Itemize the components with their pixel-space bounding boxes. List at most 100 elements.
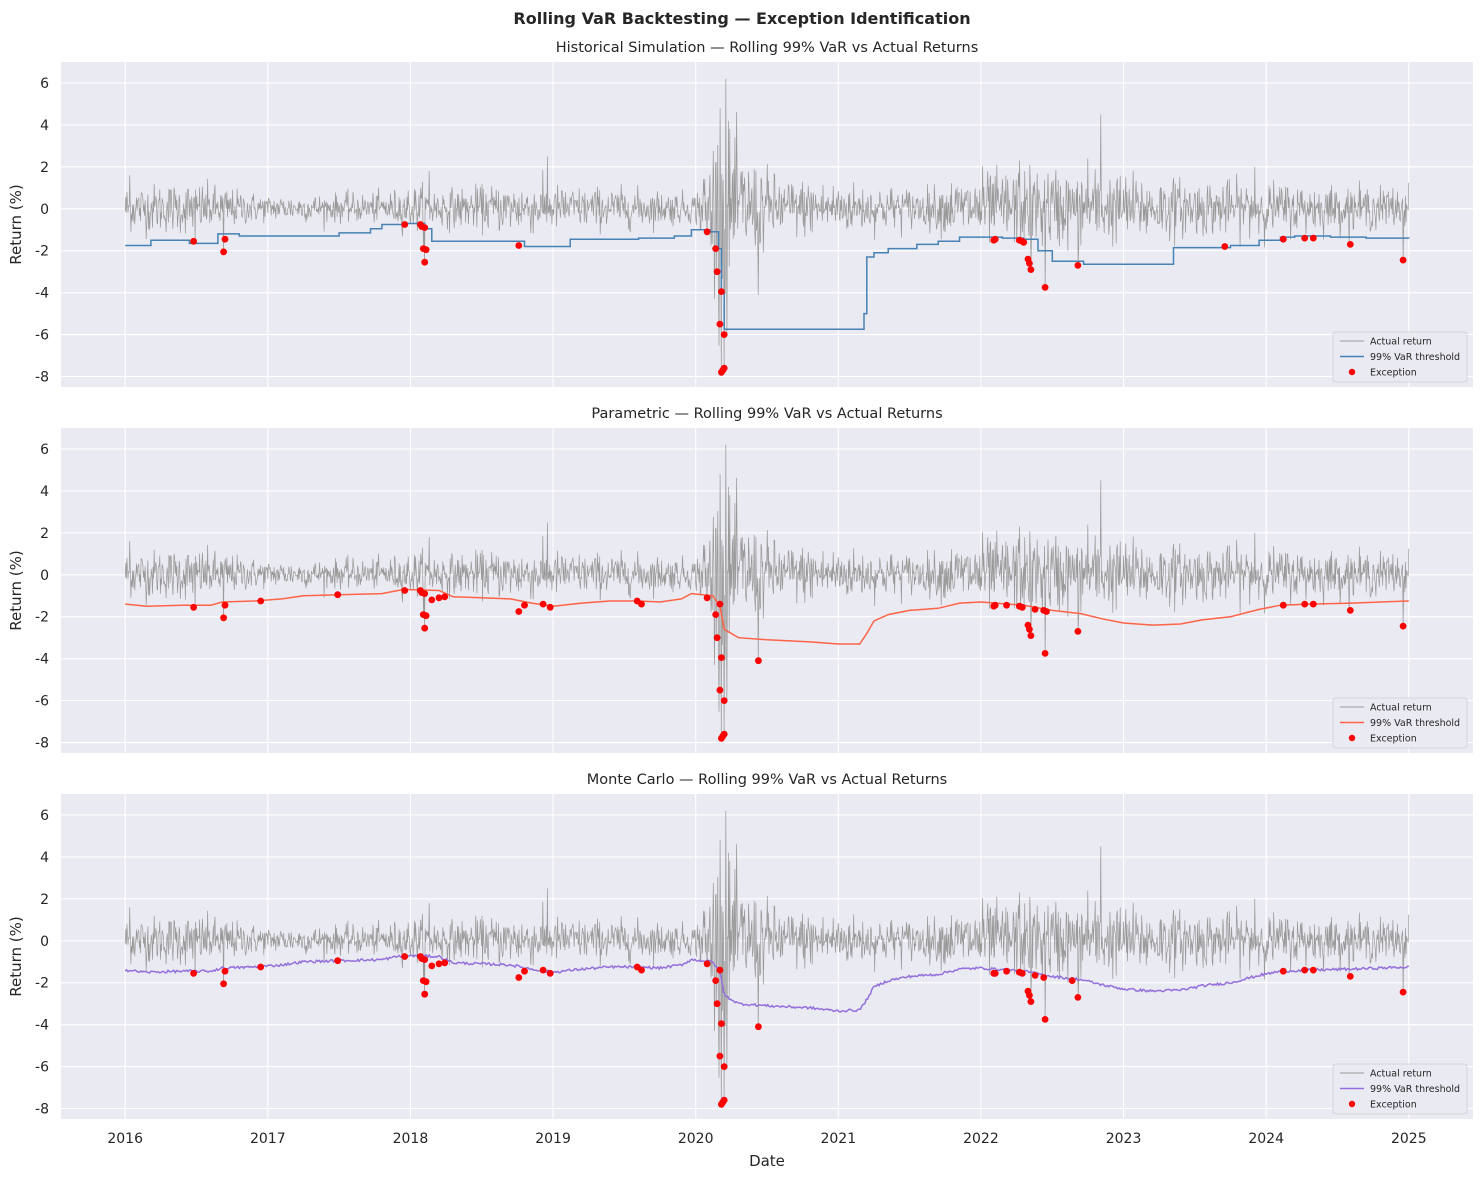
exception-point bbox=[720, 1063, 728, 1070]
y-tick-label: 2 bbox=[40, 892, 49, 908]
legend-exception-label: Exception bbox=[1370, 734, 1417, 745]
exception-point bbox=[720, 730, 728, 738]
exception-point bbox=[1279, 967, 1287, 975]
exception-point bbox=[991, 601, 999, 609]
x-tick-label: 2017 bbox=[250, 1131, 286, 1147]
exception-point bbox=[1003, 967, 1010, 975]
plot-area-parametric bbox=[61, 428, 1473, 753]
exception-point bbox=[712, 977, 720, 984]
x-tick-label: 2019 bbox=[535, 1131, 571, 1147]
legend-parametric: Actual return 99% VaR threshold Exceptio… bbox=[1332, 697, 1468, 749]
exception-point bbox=[716, 966, 724, 974]
exception-point bbox=[755, 1023, 762, 1031]
exception-point bbox=[1026, 625, 1033, 633]
exception-point bbox=[712, 245, 720, 253]
exception-point bbox=[1279, 601, 1287, 609]
legend-box bbox=[1332, 331, 1468, 383]
exception-point bbox=[718, 1020, 725, 1027]
exception-point bbox=[716, 320, 724, 328]
y-tick-label: 0 bbox=[40, 202, 49, 218]
legend-box bbox=[1332, 1063, 1468, 1115]
legend-var-label: 99% VaR threshold bbox=[1370, 718, 1460, 729]
legend-var-label: 99% VaR threshold bbox=[1370, 352, 1460, 363]
x-tick-label: 2022 bbox=[963, 1131, 999, 1147]
actual-return-path bbox=[124, 444, 1410, 739]
grid-historical bbox=[61, 62, 1473, 387]
y-tick-label: -8 bbox=[35, 370, 49, 386]
y-tick-label: 0 bbox=[40, 568, 49, 584]
exception-point bbox=[401, 221, 409, 228]
exception-point bbox=[546, 603, 554, 611]
panel-montecarlo: Monte Carlo — Rolling 99% VaR vs Actual … bbox=[7, 772, 1473, 1147]
actual-returns-line-historical bbox=[124, 78, 1410, 373]
exception-point bbox=[713, 268, 721, 276]
exception-point bbox=[421, 224, 429, 232]
exception-point bbox=[515, 974, 523, 981]
exception-point bbox=[720, 331, 728, 338]
exception-point bbox=[1027, 998, 1035, 1005]
exception-point bbox=[1003, 601, 1010, 609]
exception-point bbox=[1309, 234, 1317, 242]
exception-point bbox=[220, 614, 228, 622]
var-threshold-path bbox=[125, 588, 1409, 645]
legend-actual-label: Actual return bbox=[1370, 337, 1432, 348]
exception-point bbox=[638, 966, 645, 974]
x-tick-label: 2025 bbox=[1391, 1131, 1427, 1147]
exception-point bbox=[1027, 632, 1035, 639]
panel-parametric: Parametric — Rolling 99% VaR vs Actual R… bbox=[7, 406, 1473, 753]
y-tick-label: 6 bbox=[40, 808, 49, 824]
y-tick-label: -6 bbox=[35, 1060, 49, 1076]
y-ticks-montecarlo: 6 4 2 0 -2 -4 -6 -8 bbox=[35, 808, 49, 1118]
exception-point bbox=[220, 248, 228, 256]
figure-suptitle: Rolling VaR Backtesting — Exception Iden… bbox=[513, 9, 970, 28]
exception-point bbox=[435, 960, 443, 968]
exception-point bbox=[1399, 256, 1407, 264]
y-tick-label: 0 bbox=[40, 934, 49, 950]
panel-title-parametric: Parametric — Rolling 99% VaR vs Actual R… bbox=[591, 406, 942, 422]
exception-point bbox=[1031, 606, 1039, 613]
exception-point bbox=[1074, 262, 1082, 269]
exception-point bbox=[1018, 603, 1026, 611]
y-tick-label: 4 bbox=[40, 118, 49, 134]
x-tick-label: 2020 bbox=[678, 1131, 714, 1147]
exception-point bbox=[720, 1096, 728, 1104]
exception-point bbox=[991, 969, 999, 977]
exception-point bbox=[334, 591, 342, 599]
exception-point bbox=[401, 587, 409, 594]
y-ticks-parametric: 6 4 2 0 -2 -4 -6 -8 bbox=[35, 442, 49, 752]
plot-area-montecarlo bbox=[61, 794, 1473, 1119]
exception-point bbox=[1041, 284, 1049, 291]
legend-actual-label: Actual return bbox=[1370, 703, 1432, 714]
exception-point bbox=[638, 600, 645, 608]
legend-exception-swatch bbox=[1348, 368, 1356, 376]
exception-point bbox=[718, 288, 725, 295]
x-tick-label: 2024 bbox=[1248, 1131, 1284, 1147]
actual-return-path bbox=[124, 810, 1410, 1105]
y-ticks-historical: 6 4 2 0 -2 -4 -6 -8 bbox=[35, 76, 49, 386]
actual-returns-line-parametric bbox=[124, 444, 1410, 739]
exception-point bbox=[1301, 966, 1309, 974]
exception-point bbox=[421, 956, 429, 963]
y-tick-label: -8 bbox=[35, 1102, 49, 1118]
var-threshold-path bbox=[125, 222, 1410, 331]
exception-point bbox=[991, 235, 999, 243]
panel-historical: Historical Simulation — Rolling 99% VaR … bbox=[7, 40, 1473, 387]
var-threshold-line-historical bbox=[125, 222, 1410, 331]
exceptions-historical bbox=[190, 221, 1407, 376]
exception-point bbox=[220, 980, 228, 988]
panel-title-historical: Historical Simulation — Rolling 99% VaR … bbox=[556, 40, 979, 56]
exception-point bbox=[521, 967, 528, 975]
exception-point bbox=[1301, 234, 1309, 242]
legend-exception-label: Exception bbox=[1370, 368, 1417, 379]
exception-point bbox=[539, 600, 547, 608]
exception-point bbox=[190, 237, 198, 245]
exceptions-parametric bbox=[190, 587, 1407, 742]
y-tick-label: -6 bbox=[35, 694, 49, 710]
y-tick-label: -8 bbox=[35, 736, 49, 752]
y-tick-label: -6 bbox=[35, 328, 49, 344]
exception-point bbox=[441, 959, 449, 967]
legend-exception-swatch bbox=[1348, 1100, 1356, 1108]
actual-return-path bbox=[124, 78, 1410, 373]
exception-point bbox=[1074, 994, 1082, 1001]
exception-point bbox=[1068, 977, 1076, 984]
